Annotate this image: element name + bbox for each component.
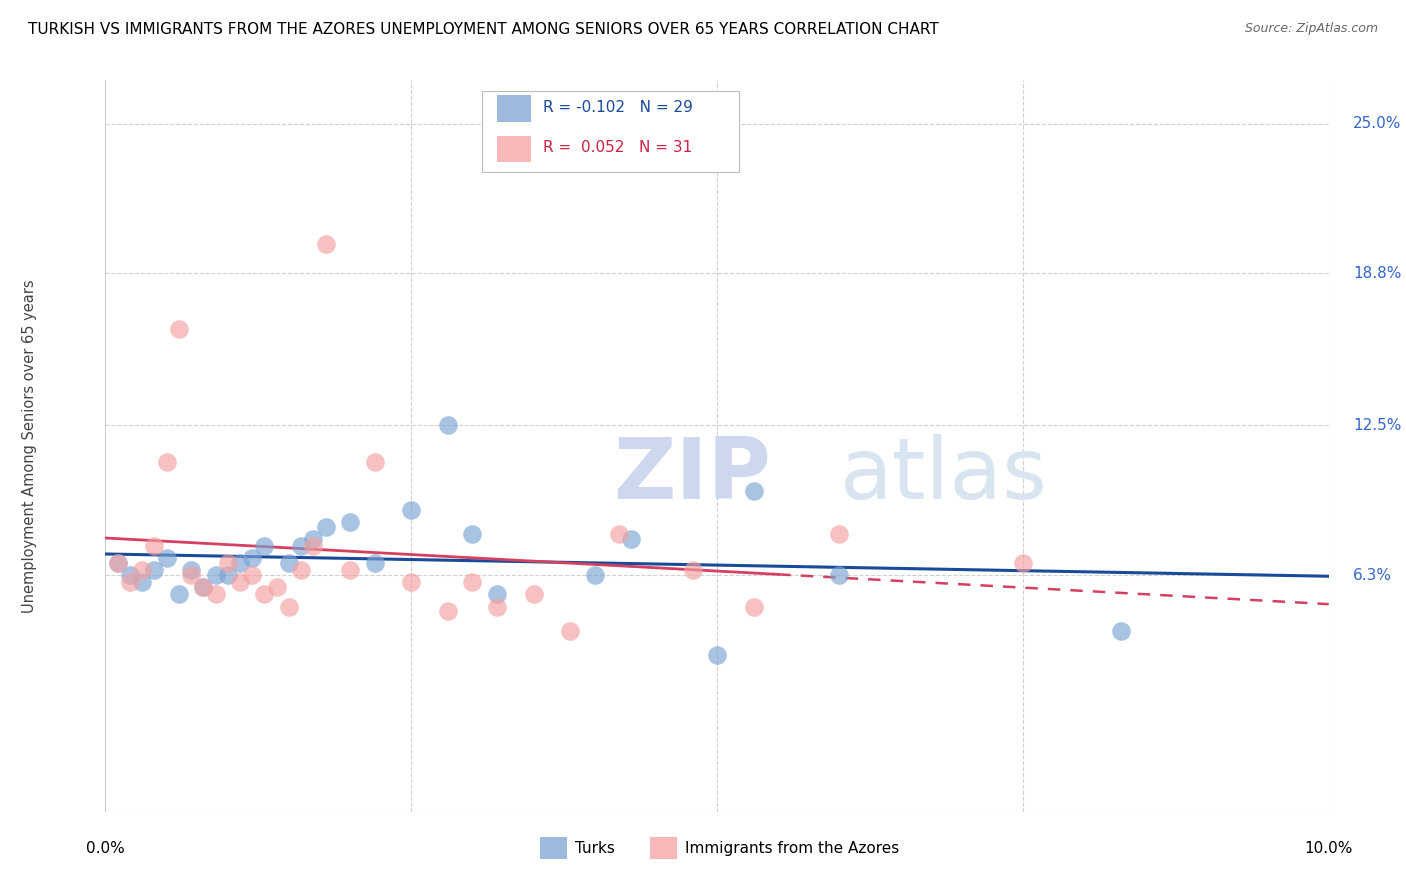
FancyBboxPatch shape (482, 91, 740, 171)
Point (253, 539, 276, 553)
Point (193, 580, 215, 594)
Point (302, 539, 325, 553)
Point (363, 455, 385, 469)
Text: 6.3%: 6.3% (1353, 567, 1392, 582)
Point (118, 575, 141, 590)
Point (560, 624, 582, 638)
Point (290, 563, 312, 577)
FancyBboxPatch shape (496, 136, 531, 162)
Point (682, 563, 704, 577)
Point (193, 580, 215, 594)
Point (253, 587, 276, 601)
Point (240, 568, 263, 582)
Text: Unemployment Among Seniors over 65 years: Unemployment Among Seniors over 65 years (22, 279, 37, 613)
Point (180, 568, 202, 582)
Point (706, 648, 728, 662)
Point (131, 575, 153, 590)
Point (485, 587, 508, 601)
Point (620, 532, 643, 546)
Point (1011, 556, 1033, 570)
Point (1109, 624, 1132, 638)
Point (523, 587, 546, 601)
Point (277, 556, 299, 570)
Text: ZIP: ZIP (613, 434, 770, 516)
Point (828, 527, 851, 541)
FancyBboxPatch shape (496, 95, 531, 122)
Point (204, 587, 226, 601)
Point (583, 568, 606, 582)
Point (167, 587, 190, 601)
Point (143, 563, 166, 577)
FancyBboxPatch shape (650, 838, 676, 859)
Point (229, 556, 252, 570)
Text: Turks: Turks (575, 841, 614, 855)
Text: 0.0%: 0.0% (86, 840, 125, 855)
Text: 12.5%: 12.5% (1353, 418, 1402, 433)
Text: atlas: atlas (839, 434, 1047, 516)
Point (266, 580, 288, 594)
Point (315, 237, 337, 252)
Text: 18.8%: 18.8% (1353, 266, 1402, 281)
Point (363, 556, 385, 570)
Point (240, 551, 263, 566)
Point (607, 527, 630, 541)
Point (229, 575, 252, 590)
Text: 10.0%: 10.0% (1305, 840, 1353, 855)
Text: R =  0.052   N = 31: R = 0.052 N = 31 (543, 140, 693, 155)
Point (742, 483, 765, 498)
Point (217, 556, 239, 570)
Point (143, 539, 166, 553)
Text: R = -0.102   N = 29: R = -0.102 N = 29 (543, 100, 693, 115)
Point (339, 515, 361, 529)
Point (461, 527, 484, 541)
Point (461, 575, 484, 590)
Point (290, 539, 312, 553)
Point (155, 455, 177, 469)
Point (399, 503, 422, 517)
Point (277, 599, 299, 614)
Point (107, 556, 129, 570)
Point (217, 568, 239, 582)
Point (180, 563, 202, 577)
Point (204, 568, 226, 582)
Point (399, 575, 422, 590)
Point (131, 563, 153, 577)
Text: 25.0%: 25.0% (1353, 116, 1402, 131)
Point (315, 520, 337, 534)
Point (107, 556, 129, 570)
Point (302, 532, 325, 546)
Text: Source: ZipAtlas.com: Source: ZipAtlas.com (1244, 22, 1378, 36)
FancyBboxPatch shape (540, 838, 567, 859)
Point (742, 599, 765, 614)
Text: TURKISH VS IMMIGRANTS FROM THE AZORES UNEMPLOYMENT AMONG SENIORS OVER 65 YEARS C: TURKISH VS IMMIGRANTS FROM THE AZORES UN… (28, 22, 939, 37)
Point (118, 568, 141, 582)
Point (155, 551, 177, 566)
Point (485, 599, 508, 614)
Point (437, 418, 460, 433)
Point (167, 322, 190, 336)
Point (339, 563, 361, 577)
Text: Immigrants from the Azores: Immigrants from the Azores (685, 841, 900, 855)
Point (437, 604, 460, 618)
Point (828, 568, 851, 582)
